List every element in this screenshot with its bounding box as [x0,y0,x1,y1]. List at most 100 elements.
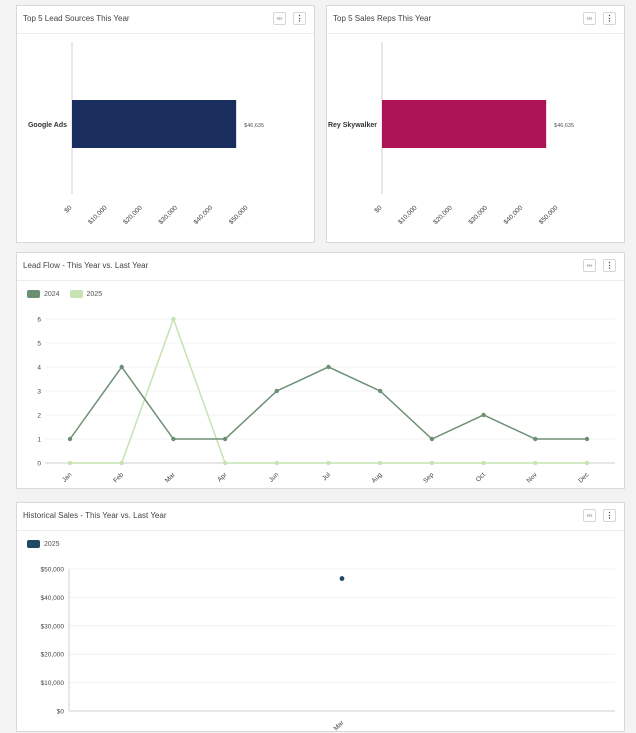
card-header: Top 5 Sales Reps This Year ⇹ ⋮ [327,6,624,34]
data-point-2024 [378,388,383,394]
data-point-2025 [67,460,73,466]
data-point-2025 [222,460,228,466]
data-point-2025 [326,460,331,466]
x-tick-label: Mar [164,471,177,484]
x-tick-label: Apr [216,471,229,484]
x-tick-label: $50,000 [538,204,560,226]
x-tick-label: $10,000 [397,204,419,226]
x-tick-label: $30,000 [467,204,489,226]
y-tick-label: $40,000 [41,595,65,602]
lead-sources-chart: Google Ads $46,635 $0 $10,000 $20,000 $30,000… [28,42,264,226]
data-point-2024 [584,436,590,442]
lead-flow-chart: 0 1 2 3 4 5 6 Jan Feb Mar Apr Jun Jul Aug Sep Oct Nov Dec [37,316,615,485]
data-label: $46,635 [244,123,264,129]
category-label: Rey Skywalker [328,122,377,129]
y-tick-label: $50,000 [41,567,65,574]
category-label: Google Ads [28,122,67,129]
y-tick-label: $10,000 [41,680,65,687]
data-point-2025 [429,460,435,466]
historical-sales-card: Historical Sales - This Year vs. Last Ye… [16,502,625,732]
series-line-2024 [69,365,587,440]
x-tick-label: $0 [63,204,73,214]
data-point-2024 [67,436,73,442]
x-tick-label: Feb [112,471,125,484]
data-point-2025 [481,460,486,466]
legend-swatch [69,290,83,298]
data-point-2025 [584,460,590,466]
data-point-2025 [533,460,538,466]
x-tick-label: Jun [268,471,281,484]
card-title: Top 5 Lead Sources This Year [23,14,130,23]
data-point-2025 [378,460,383,466]
y-tick-label: $0 [57,709,65,716]
expand-icon[interactable]: ⇹ [273,12,286,25]
x-tick-label: $40,000 [503,204,525,226]
x-tick-label: Nov [526,471,540,485]
y-tick-label: 4 [37,365,41,372]
legend-label: 2025 [86,290,103,298]
x-tick-label: $0 [373,204,383,214]
x-tick-label: Dec [577,471,591,485]
legend-label: 2025 [44,540,60,548]
x-tick-label: $20,000 [432,204,454,226]
bar [72,100,237,148]
data-point-2024 [171,436,176,442]
card-header: Lead Flow - This Year vs. Last Year ⇹ ⋮ [17,253,624,281]
data-point-2024 [119,364,124,370]
bar [382,100,547,148]
legend-item-2024[interactable]: 2024 [27,290,60,298]
data-point-2024 [533,436,538,442]
card-title: Top 5 Sales Reps This Year [333,14,432,23]
y-tick-label: $30,000 [41,623,65,630]
y-tick-label: 6 [37,317,41,324]
y-tick-label: 5 [37,341,41,348]
card-title: Lead Flow - This Year vs. Last Year [23,261,149,270]
x-tick-label: $10,000 [87,204,109,226]
legend-swatch [27,290,40,298]
legend-item-2025[interactable]: 2025 [69,290,103,298]
data-point-2024 [222,436,228,442]
x-tick-label: Sep [422,471,435,484]
more-vertical-icon[interactable]: ⋮ [603,259,616,272]
card-header: Historical Sales - This Year vs. Last Ye… [17,503,624,531]
y-tick-label: $20,000 [41,652,65,659]
card-header: Top 5 Lead Sources This Year ⇹ ⋮ [17,6,314,34]
sales-reps-chart: Rey Skywalker $46,635 $0 $10,000 $20,000 $30,… [328,42,574,226]
legend-swatch [27,540,40,548]
y-tick-label: 2 [37,413,41,420]
chart-legend: 2025 [27,540,68,550]
x-tick-label: $50,000 [228,204,250,226]
x-tick-label: Oct [475,471,487,483]
chart-legend: 2024 2025 [27,290,110,300]
data-point-2025 [119,460,124,466]
sales-reps-card: Top 5 Sales Reps This Year ⇹ ⋮ Rey Skywa… [326,5,625,243]
data-point-2024 [274,388,279,394]
card-title: Historical Sales - This Year vs. Last Ye… [23,511,167,520]
lead-flow-card: Lead Flow - This Year vs. Last Year ⇹ ⋮ … [16,252,625,489]
more-vertical-icon[interactable]: ⋮ [603,509,616,522]
data-label: $46,635 [554,123,574,129]
y-tick-label: 1 [37,437,41,444]
x-tick-label: Aug [370,471,383,484]
data-point-2024 [481,412,486,418]
expand-icon[interactable]: ⇹ [583,509,596,522]
data-point-2025 [274,460,279,466]
x-tick-label: $40,000 [193,204,215,226]
data-point-2025 [171,316,176,322]
data-point-2024 [429,436,435,442]
lead-sources-card: Top 5 Lead Sources This Year ⇹ ⋮ Google … [16,5,315,243]
legend-label: 2024 [44,290,60,298]
expand-icon[interactable]: ⇹ [583,12,596,25]
legend-item-2025[interactable]: 2025 [27,540,60,548]
more-vertical-icon[interactable]: ⋮ [293,12,306,25]
x-tick-label: $30,000 [157,204,179,226]
y-tick-label: 3 [37,389,41,396]
data-point-2025 [339,576,345,581]
more-vertical-icon[interactable]: ⋮ [603,12,616,25]
x-tick-label: Jan [61,471,74,484]
data-point-2024 [326,364,331,370]
x-tick-label: $20,000 [122,204,144,226]
x-tick-label: Jul [321,471,332,482]
expand-icon[interactable]: ⇹ [583,259,596,272]
